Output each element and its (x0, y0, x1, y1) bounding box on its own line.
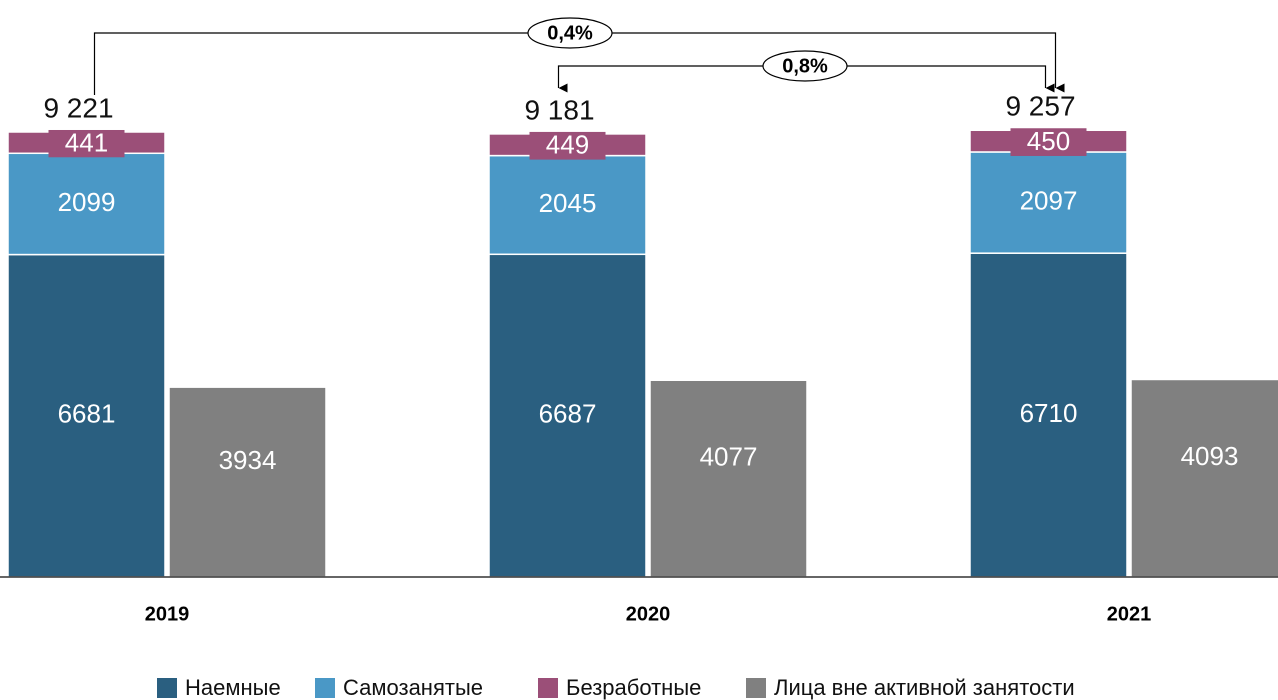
change-label: 0,4% (547, 22, 593, 44)
value-label: 441 (65, 128, 108, 158)
bar-segment (649, 379, 808, 578)
total-label: 9 257 (1005, 91, 1075, 122)
legend-label: Наемные (185, 675, 281, 700)
legend-label: Самозанятые (343, 675, 483, 700)
legend-swatch (538, 678, 558, 698)
legend-label: Безработные (566, 675, 701, 700)
value-label-box (48, 129, 125, 158)
total-label: 9 181 (524, 94, 594, 125)
legend-label: Лица вне активной занятости (774, 675, 1075, 700)
value-label: 6687 (539, 399, 597, 429)
bar-segment (168, 386, 327, 578)
legend-swatch (315, 678, 335, 698)
value-label: 4077 (700, 441, 758, 471)
bar-segment (488, 253, 647, 578)
value-label: 4093 (1181, 441, 1239, 471)
change-badge (762, 50, 848, 82)
value-label: 450 (1027, 126, 1070, 156)
x-tick-label: 2020 (626, 603, 671, 625)
x-tick-label: 2019 (145, 603, 190, 625)
bar-segment (969, 151, 1128, 254)
bar-segment (7, 253, 166, 578)
x-tick-label: 2021 (1107, 603, 1152, 625)
legend-swatch (746, 678, 766, 698)
value-label-box (1010, 128, 1087, 156)
change-badge (527, 17, 613, 49)
bar-segment (7, 152, 166, 256)
value-label: 2045 (539, 188, 597, 218)
bar-segment (969, 252, 1128, 578)
value-label: 2099 (58, 187, 116, 217)
legend-swatch (157, 678, 177, 698)
value-label: 6710 (1020, 398, 1078, 428)
value-label: 3934 (219, 445, 277, 475)
bar-segment (1130, 378, 1278, 578)
value-label-box (529, 131, 606, 160)
value-label: 2097 (1020, 185, 1078, 215)
change-label: 0,8% (782, 55, 828, 77)
value-label: 6681 (58, 399, 116, 429)
value-label: 449 (546, 130, 589, 160)
total-label: 9 221 (43, 92, 113, 123)
